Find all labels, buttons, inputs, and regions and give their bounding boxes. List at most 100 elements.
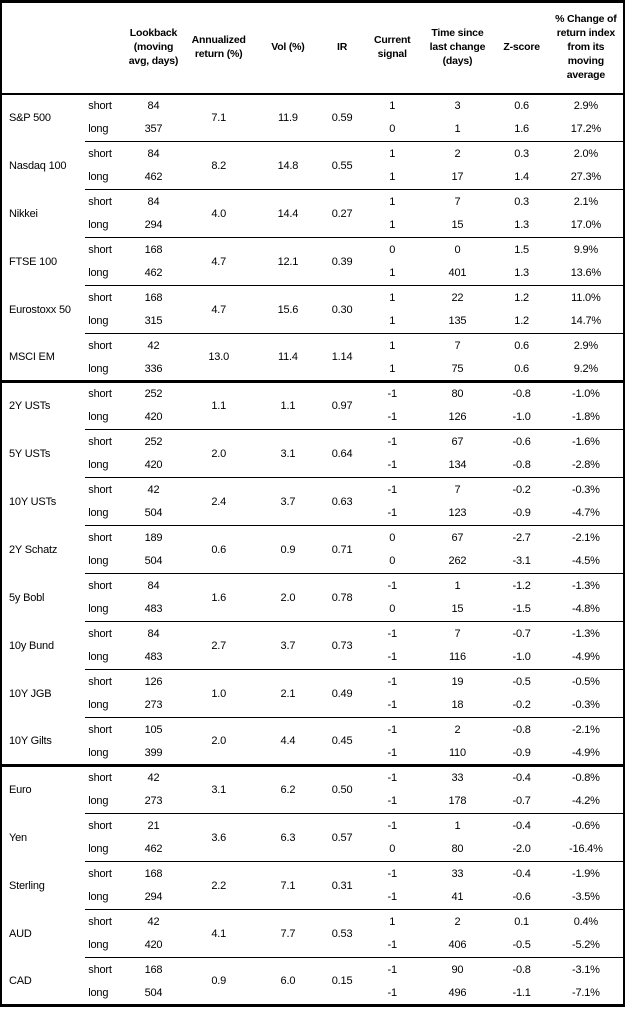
asset-row-long: long 273 -1 18 -0.2 -0.3% [1, 694, 624, 718]
zscore-value: -0.2 [494, 477, 549, 502]
pct-change-value: -0.3% [571, 699, 600, 712]
asset-row-long: long 315 1 135 1.2 14.7% [1, 310, 624, 334]
time-since-change-value: 110 [448, 746, 466, 759]
position-label: long [88, 891, 109, 904]
lookback-value: 504 [144, 555, 163, 568]
asset-row-long: long 462 1 17 1.4 27.3% [1, 166, 624, 190]
zscore-value: 0.3 [494, 141, 549, 166]
position-label: short [85, 285, 126, 310]
signal-value: -1 [364, 861, 421, 886]
position-label: long [88, 123, 109, 136]
pct-change-value: 9.2% [573, 362, 598, 375]
vol-value: 2.1 [255, 669, 320, 718]
position-label: long [88, 362, 109, 375]
time-since-change-value: 1 [454, 123, 461, 136]
lookback-value: 84 [125, 621, 182, 646]
pct-change-value: 11.0% [548, 285, 624, 310]
signal-value: -1 [387, 939, 398, 952]
position-label: long [88, 267, 109, 280]
time-since-change-value: 17 [451, 171, 464, 184]
vol-value: 6.0 [255, 957, 320, 1006]
asset-name-cell: AUD [9, 927, 32, 940]
lookback-value: 42 [125, 909, 182, 934]
lookback-value: 126 [125, 669, 182, 694]
asset-name-cell: 10Y JGB [9, 687, 52, 700]
zscore-value: -0.7 [512, 795, 531, 808]
asset-name-cell: 5Y USTs [9, 447, 51, 460]
signal-value: 0 [364, 525, 421, 550]
annualized-return-value: 4.7 [181, 285, 256, 334]
signal-value: -1 [364, 429, 421, 454]
asset-row-long: long 273 -1 178 -0.7 -4.2% [1, 790, 624, 814]
time-since-change-value: 1 [420, 573, 495, 598]
lookback-value: 336 [144, 362, 163, 375]
pct-change-value: -5.2% [571, 939, 600, 952]
asset-row-long: long 462 0 80 -2.0 -16.4% [1, 838, 624, 862]
lookback-value: 168 [125, 285, 182, 310]
asset-name-cell: 10Y USTs [9, 495, 57, 508]
signal-value: 0 [364, 237, 421, 262]
signal-value: 1 [389, 362, 396, 375]
header-ir: IR [320, 1, 365, 95]
lookback-value: 84 [125, 141, 182, 166]
asset-row-short: 10Y JGB short 126 1.0 2.1 0.49 -1 19 -0.5 -0.5% [1, 669, 624, 718]
asset-row-short: CAD short 168 0.9 6.0 0.15 -1 90 -0.8 -3.1% [1, 957, 624, 1006]
position-label: long [88, 699, 109, 712]
lookback-value: 504 [144, 986, 163, 999]
asset-row-long: long 504 -1 123 -0.9 -4.7% [1, 502, 624, 526]
asset-row-short: Yen short 21 3.6 6.3 0.57 -1 1 -0.4 -0.6% [1, 813, 624, 862]
pct-change-value: 2.1% [548, 189, 624, 214]
zscore-value: -0.9 [512, 746, 531, 759]
position-label: short [85, 573, 126, 598]
lookback-value: 483 [144, 651, 163, 664]
asset-row-short: FTSE 100 short 168 4.7 12.1 0.39 0 0 1.5 9.9% [1, 237, 624, 286]
zscore-value: 1.3 [514, 267, 529, 280]
zscore-value: 1.2 [514, 315, 529, 328]
lookback-value: 462 [144, 171, 163, 184]
ir-value: 0.30 [320, 285, 365, 334]
time-since-change-value: 3 [454, 100, 461, 112]
pct-change-value: -2.1% [548, 525, 624, 550]
zscore-value: -0.5 [494, 669, 549, 694]
lookback-value: 84 [125, 573, 182, 598]
asset-row-long: long 504 0 262 -3.1 -4.5% [1, 550, 624, 574]
time-since-change-value: 67 [420, 429, 495, 454]
signal-value: -1 [364, 380, 421, 406]
signal-value: 1 [389, 267, 396, 280]
ir-value: 0.78 [320, 573, 365, 622]
time-since-change-value: 7 [420, 477, 495, 502]
pct-change-value: -4.5% [571, 555, 600, 568]
time-since-change-value: 496 [448, 986, 467, 999]
annualized-return-value: 2.4 [181, 477, 256, 526]
zscore-value: -2.7 [494, 525, 549, 550]
zscore-value: -0.2 [512, 699, 531, 712]
ir-value: 0.31 [320, 861, 365, 910]
pct-change-value: 14.7% [570, 315, 601, 328]
vol-value: 3.7 [255, 477, 320, 526]
pct-change-value: -1.0% [548, 380, 624, 406]
time-since-change-value: 126 [448, 411, 467, 424]
zscore-value: -1.1 [512, 986, 531, 999]
vol-value: 6.2 [255, 764, 320, 814]
lookback-value: 315 [144, 315, 163, 328]
pct-change-value: -4.9% [571, 746, 600, 759]
position-label: short [88, 100, 112, 112]
vol-value: 14.4 [255, 189, 320, 238]
time-since-change-value: 116 [448, 651, 466, 664]
pct-change-value: 2.9% [573, 100, 598, 112]
vol-value: 3.7 [255, 621, 320, 670]
asset-row-long: long 294 1 15 1.3 17.0% [1, 214, 624, 238]
asset-row-short: S&P 500 short 84 7.1 11.9 0.59 1 3 0.6 2.9% [1, 94, 624, 124]
ir-value: 0.39 [320, 237, 365, 286]
asset-name-cell: MSCI EM [9, 350, 55, 363]
lookback-value: 504 [144, 507, 163, 520]
asset-name-cell: 10y Bund [9, 639, 54, 652]
pct-change-value: -4.2% [571, 795, 600, 808]
signal-value: 1 [364, 333, 421, 358]
asset-row-short: Nikkei short 84 4.0 14.4 0.27 1 7 0.3 2.1% [1, 189, 624, 238]
header-pct-change: % Change of return index from its moving… [548, 1, 624, 95]
signal-value: -1 [364, 813, 421, 838]
lookback-value: 420 [144, 411, 163, 424]
lookback-value: 42 [125, 333, 182, 358]
zscore-value: -1.2 [494, 573, 549, 598]
